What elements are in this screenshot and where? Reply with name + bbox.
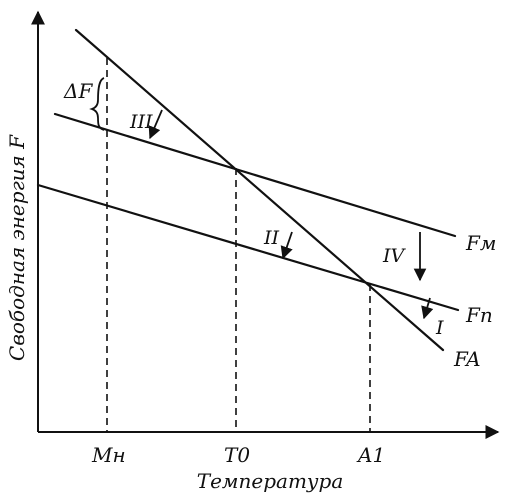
x-axis-label: Температура — [197, 469, 344, 493]
y-axis-label: Свободная энергия F — [5, 134, 29, 361]
label-fm: Fм — [465, 231, 496, 255]
line-fm — [53, 112, 457, 238]
label-fa: FA — [453, 347, 481, 371]
arrow-iii — [148, 109, 163, 140]
arrow-i — [421, 297, 434, 320]
x-tick-a1: A1 — [356, 443, 385, 467]
arrow-ii — [280, 231, 293, 260]
x-tick-mn: Mн — [91, 443, 126, 467]
label-fp: Fп — [465, 303, 493, 327]
line-fa — [74, 28, 445, 352]
line-fp — [36, 183, 460, 312]
label-delta-f: ΔF — [63, 79, 93, 103]
label-ii: II — [263, 227, 280, 249]
label-iii: III — [129, 111, 153, 133]
label-iv: IV — [382, 245, 407, 267]
x-tick-t0: T0 — [224, 443, 250, 467]
delta-f-brace — [89, 77, 105, 131]
label-i: I — [435, 317, 444, 339]
